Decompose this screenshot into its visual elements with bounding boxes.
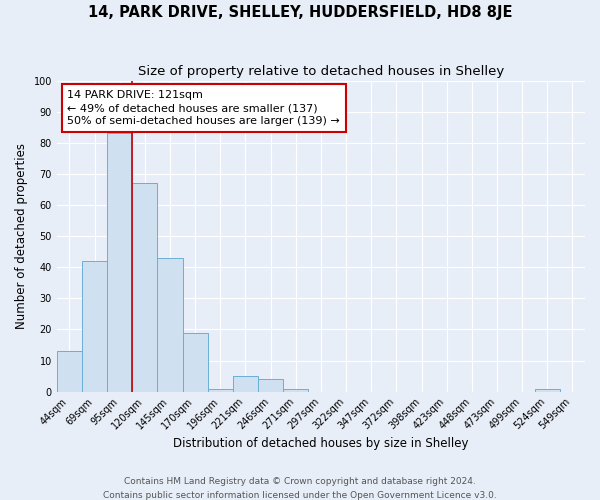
Bar (107, 134, 132, 392)
Bar (57, 351, 82, 392)
Bar (132, 183, 157, 392)
Bar (258, 379, 283, 392)
Bar (82, 261, 107, 392)
Text: 14 PARK DRIVE: 121sqm
← 49% of detached houses are smaller (137)
50% of semi-det: 14 PARK DRIVE: 121sqm ← 49% of detached … (67, 90, 340, 126)
Bar (208, 388, 233, 392)
X-axis label: Distribution of detached houses by size in Shelley: Distribution of detached houses by size … (173, 437, 469, 450)
Bar (535, 388, 560, 392)
Title: Size of property relative to detached houses in Shelley: Size of property relative to detached ho… (138, 65, 504, 78)
Bar (283, 388, 308, 392)
Text: 14, PARK DRIVE, SHELLEY, HUDDERSFIELD, HD8 8JE: 14, PARK DRIVE, SHELLEY, HUDDERSFIELD, H… (88, 5, 512, 20)
Bar (157, 258, 182, 392)
Bar (233, 376, 258, 392)
Text: Contains HM Land Registry data © Crown copyright and database right 2024.
Contai: Contains HM Land Registry data © Crown c… (103, 478, 497, 500)
Bar (182, 332, 208, 392)
Y-axis label: Number of detached properties: Number of detached properties (15, 143, 28, 329)
